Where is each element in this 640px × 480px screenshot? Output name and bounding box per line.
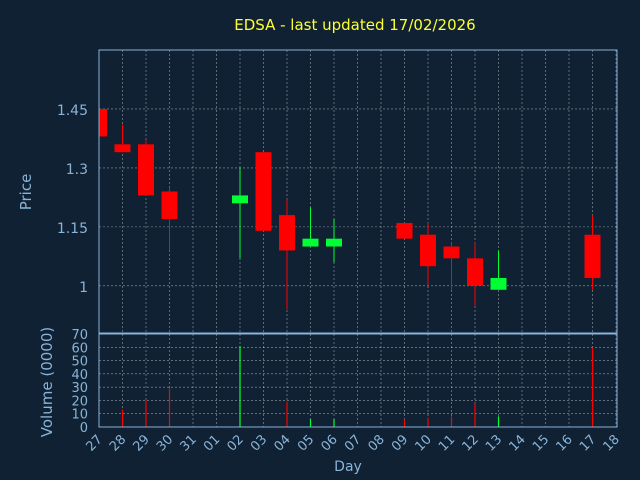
x-axis-label: Day: [334, 459, 362, 475]
x-tick-label: 08: [366, 432, 388, 454]
candle-body: [420, 234, 436, 267]
price-axis-label: Price: [17, 174, 35, 211]
volume-tick-label: 70: [71, 328, 88, 343]
candle-body: [584, 234, 601, 278]
x-tick-label: 18: [601, 432, 623, 454]
x-tick-label: 14: [507, 432, 529, 454]
volume-tick-label: 0: [80, 421, 88, 436]
candle-body: [302, 238, 319, 247]
candle-body: [99, 108, 107, 137]
candle-body: [490, 277, 507, 290]
candle-body: [255, 152, 272, 231]
price-tick-label: 1.3: [66, 162, 88, 178]
x-ticks: 27 28 29 30 31 01 02 03 04 05 06 07 08 09 10 11 12 13 14 15…: [84, 432, 623, 454]
x-tick-label: 28: [107, 432, 129, 454]
x-tick-label: 11: [436, 432, 458, 454]
candle-body: [443, 246, 460, 259]
x-tick-label: 06: [319, 432, 341, 454]
x-tick-label: 15: [530, 432, 552, 454]
x-tick-label: 02: [225, 432, 247, 454]
x-tick-label: 03: [248, 432, 270, 454]
volume-frame: [98, 333, 618, 428]
x-tick-label: 30: [154, 432, 176, 454]
candle-body: [138, 144, 154, 196]
x-tick-label: 13: [483, 432, 505, 454]
x-tick-label: 31: [178, 432, 200, 454]
volume-axis-label: Volume (0000): [38, 327, 56, 437]
x-tick-label: 05: [295, 432, 317, 454]
candle-body: [326, 238, 342, 247]
x-tick-label: 04: [272, 432, 294, 454]
x-tick-label: 12: [460, 432, 482, 454]
volume-tick-label: 50: [71, 355, 88, 370]
volume-grid: [99, 334, 617, 427]
x-tick-label: 16: [554, 432, 576, 454]
x-tick-label: 07: [342, 432, 364, 454]
price-y-ticks: 1 1.15 1.3 1.45: [57, 103, 88, 296]
candle-body: [279, 215, 295, 251]
x-tick-label: 17: [577, 432, 599, 454]
volume-tick-label: 40: [71, 368, 88, 383]
x-tick-label: 09: [389, 432, 411, 454]
candle-body: [396, 222, 413, 239]
candle-body: [114, 144, 131, 153]
price-tick-label: 1: [79, 280, 88, 296]
x-tick-label: 01: [201, 432, 223, 454]
price-frame: [98, 49, 618, 334]
price-tick-label: 1.45: [57, 103, 88, 119]
x-tick-label: 29: [131, 432, 153, 454]
price-tick-label: 1.15: [57, 221, 88, 237]
candle-body: [161, 191, 178, 220]
x-tick-label: 10: [413, 432, 435, 454]
volume-tick-label: 20: [71, 394, 88, 409]
candles: [98, 105, 601, 310]
chart-title: EDSA - last updated 17/02/2026: [234, 16, 475, 34]
volume-tick-label: 60: [71, 341, 88, 356]
volume-tick-label: 10: [71, 408, 88, 423]
candle-body: [232, 195, 248, 204]
candle-body: [467, 258, 483, 286]
volume-tick-label: 30: [71, 381, 88, 396]
volume-bars: [121, 345, 594, 427]
